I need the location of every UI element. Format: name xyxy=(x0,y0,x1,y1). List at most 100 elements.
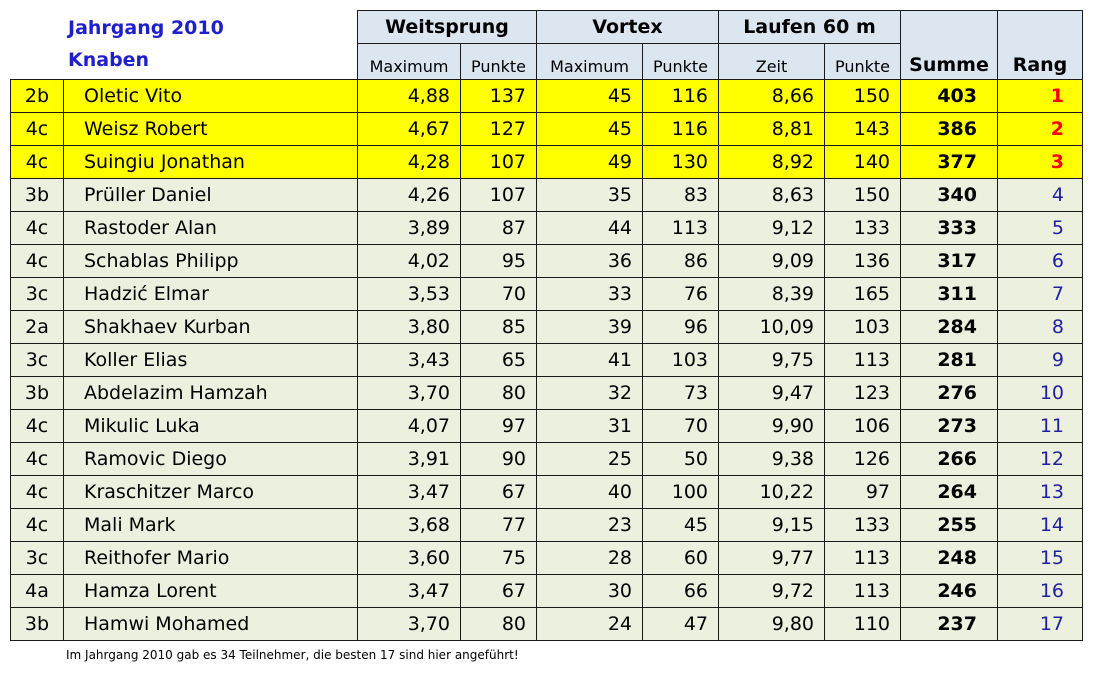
weitsprung-punkte-cell: 65 xyxy=(460,343,537,377)
laufen-punkte-cell: 103 xyxy=(824,310,901,344)
table-row: 3c Hadzić Elmar 3,53 70 33 76 8,39 165 311 7 xyxy=(10,277,1083,311)
laufen-punkte-cell: 165 xyxy=(824,277,901,311)
table-row: 4c Mali Mark 3,68 77 23 45 9,15 133 255 14 xyxy=(10,508,1083,542)
summe-cell: 386 xyxy=(900,112,998,146)
header-laufen: Laufen 60 m xyxy=(718,10,901,44)
laufen-punkte-cell: 126 xyxy=(824,442,901,476)
vortex-maximum-cell: 49 xyxy=(536,145,643,179)
laufen-zeit-cell: 9,09 xyxy=(718,244,825,278)
summe-cell: 264 xyxy=(900,475,998,509)
vortex-punkte-cell: 83 xyxy=(642,178,719,212)
table-row: 4a Hamza Lorent 3,47 67 30 66 9,72 113 246 16 xyxy=(10,574,1083,608)
class-cell: 3b xyxy=(10,178,64,212)
weitsprung-punkte-cell: 67 xyxy=(460,475,537,509)
vortex-maximum-cell: 25 xyxy=(536,442,643,476)
weitsprung-punkte-cell: 85 xyxy=(460,310,537,344)
class-cell: 4c xyxy=(10,475,64,509)
class-cell: 4c xyxy=(10,244,64,278)
summe-cell: 255 xyxy=(900,508,998,542)
vortex-maximum-cell: 40 xyxy=(536,475,643,509)
class-cell: 4c xyxy=(10,145,64,179)
rang-cell: 7 xyxy=(997,277,1083,311)
title-jahrgang: Jahrgang 2010 xyxy=(68,17,224,39)
rang-cell: 4 xyxy=(997,178,1083,212)
name-cell: Hamza Lorent xyxy=(63,574,358,608)
class-cell: 3b xyxy=(10,376,64,410)
weitsprung-punkte-cell: 67 xyxy=(460,574,537,608)
laufen-punkte-cell: 123 xyxy=(824,376,901,410)
header-summe: Summe xyxy=(900,10,998,80)
laufen-zeit-cell: 9,72 xyxy=(718,574,825,608)
table-row: 4c Suingiu Jonathan 4,28 107 49 130 8,92 140 377… xyxy=(10,145,1083,179)
weitsprung-maximum-cell: 3,43 xyxy=(357,343,461,377)
table-row: 3c Reithofer Mario 3,60 75 28 60 9,77 113 248 15 xyxy=(10,541,1083,575)
vortex-punkte-cell: 50 xyxy=(642,442,719,476)
header-ws-punkte: Punkte xyxy=(460,43,537,80)
vortex-maximum-cell: 45 xyxy=(536,79,643,113)
class-cell: 2b xyxy=(10,79,64,113)
laufen-zeit-cell: 8,92 xyxy=(718,145,825,179)
vortex-punkte-cell: 60 xyxy=(642,541,719,575)
weitsprung-punkte-cell: 87 xyxy=(460,211,537,245)
name-cell: Abdelazim Hamzah xyxy=(63,376,358,410)
vortex-maximum-cell: 24 xyxy=(536,607,643,641)
weitsprung-maximum-cell: 4,07 xyxy=(357,409,461,443)
name-cell: Kraschitzer Marco xyxy=(63,475,358,509)
vortex-punkte-cell: 73 xyxy=(642,376,719,410)
rang-cell: 14 xyxy=(997,508,1083,542)
vortex-punkte-cell: 70 xyxy=(642,409,719,443)
laufen-zeit-cell: 9,15 xyxy=(718,508,825,542)
name-cell: Weisz Robert xyxy=(63,112,358,146)
vortex-punkte-cell: 103 xyxy=(642,343,719,377)
header-vx-punkte: Punkte xyxy=(642,43,719,80)
table-row: 4c Mikulic Luka 4,07 97 31 70 9,90 106 273 11 xyxy=(10,409,1083,443)
summe-cell: 284 xyxy=(900,310,998,344)
weitsprung-punkte-cell: 90 xyxy=(460,442,537,476)
header-weitsprung: Weitsprung xyxy=(357,10,537,44)
vortex-maximum-cell: 45 xyxy=(536,112,643,146)
weitsprung-punkte-cell: 97 xyxy=(460,409,537,443)
summe-cell: 276 xyxy=(900,376,998,410)
weitsprung-maximum-cell: 3,53 xyxy=(357,277,461,311)
rang-cell: 6 xyxy=(997,244,1083,278)
weitsprung-maximum-cell: 3,80 xyxy=(357,310,461,344)
table-row: 2b Oletic Vito 4,88 137 45 116 8,66 150 403 1 xyxy=(10,79,1083,113)
vortex-maximum-cell: 33 xyxy=(536,277,643,311)
weitsprung-maximum-cell: 3,91 xyxy=(357,442,461,476)
title-area-lower xyxy=(11,44,358,80)
laufen-zeit-cell: 10,22 xyxy=(718,475,825,509)
rang-cell: 16 xyxy=(997,574,1083,608)
class-cell: 4a xyxy=(10,574,64,608)
class-cell: 3b xyxy=(10,607,64,641)
vortex-punkte-cell: 76 xyxy=(642,277,719,311)
summe-cell: 237 xyxy=(900,607,998,641)
weitsprung-maximum-cell: 3,70 xyxy=(357,607,461,641)
table-row: 4c Weisz Robert 4,67 127 45 116 8,81 143 386 2 xyxy=(10,112,1083,146)
vortex-punkte-cell: 100 xyxy=(642,475,719,509)
laufen-zeit-cell: 8,63 xyxy=(718,178,825,212)
table-row: 3b Prüller Daniel 4,26 107 35 83 8,63 150 340 4 xyxy=(10,178,1083,212)
rang-cell: 11 xyxy=(997,409,1083,443)
table-row: 3b Hamwi Mohamed 3,70 80 24 47 9,80 110 237 17 xyxy=(10,607,1083,641)
vortex-punkte-cell: 96 xyxy=(642,310,719,344)
name-cell: Suingiu Jonathan xyxy=(63,145,358,179)
laufen-zeit-cell: 8,81 xyxy=(718,112,825,146)
rang-cell: 15 xyxy=(997,541,1083,575)
weitsprung-maximum-cell: 4,26 xyxy=(357,178,461,212)
weitsprung-punkte-cell: 80 xyxy=(460,376,537,410)
laufen-zeit-cell: 8,66 xyxy=(718,79,825,113)
laufen-zeit-cell: 9,75 xyxy=(718,343,825,377)
vortex-maximum-cell: 41 xyxy=(536,343,643,377)
laufen-punkte-cell: 150 xyxy=(824,79,901,113)
header-lf-punkte: Punkte xyxy=(824,43,901,80)
name-cell: Rastoder Alan xyxy=(63,211,358,245)
vortex-punkte-cell: 130 xyxy=(642,145,719,179)
weitsprung-punkte-cell: 75 xyxy=(460,541,537,575)
laufen-punkte-cell: 97 xyxy=(824,475,901,509)
laufen-punkte-cell: 110 xyxy=(824,607,901,641)
class-cell: 4c xyxy=(10,211,64,245)
vortex-maximum-cell: 44 xyxy=(536,211,643,245)
vortex-punkte-cell: 47 xyxy=(642,607,719,641)
summe-cell: 246 xyxy=(900,574,998,608)
weitsprung-punkte-cell: 107 xyxy=(460,145,537,179)
